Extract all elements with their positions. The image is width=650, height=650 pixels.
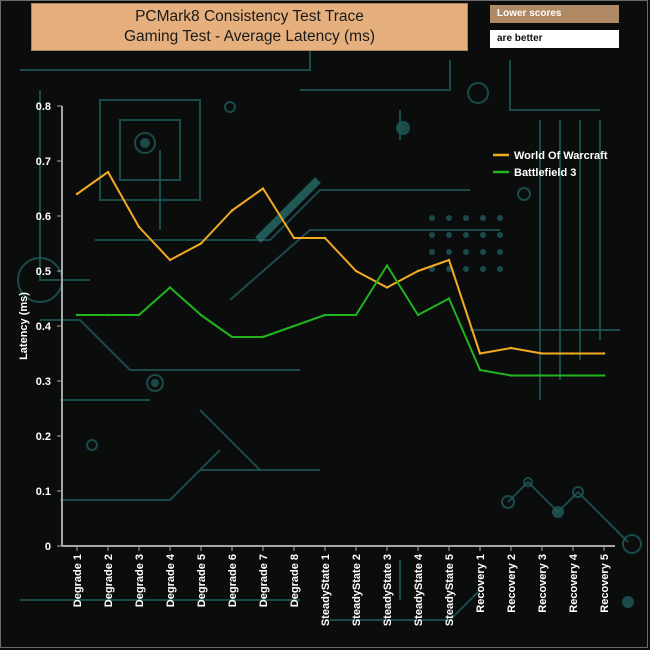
x-tick-label: Recovery 2	[506, 554, 518, 613]
data-point	[106, 170, 110, 174]
legend-entry: Battlefield 3	[514, 167, 576, 179]
data-point	[292, 236, 296, 240]
data-point	[385, 264, 389, 267]
x-tick-label: Degrade 2	[103, 554, 115, 607]
chart-legend: World Of Warcraft Battlefield 3	[493, 150, 608, 179]
series-line-2	[77, 264, 604, 377]
x-tick-label: SteadyState 4	[413, 553, 425, 626]
data-point	[168, 286, 172, 289]
data-point	[106, 313, 110, 317]
chart-title-line-2: Gaming Test - Average Latency (ms)	[124, 28, 375, 45]
data-point	[509, 346, 513, 350]
data-point	[447, 258, 451, 262]
series-line-1	[76, 171, 604, 355]
data-point	[354, 313, 358, 317]
data-point	[385, 286, 389, 289]
data-point	[230, 209, 234, 212]
x-tick-label: SteadyState 5	[444, 554, 456, 626]
x-tick-label: Degrade 8	[289, 554, 301, 607]
data-point	[447, 297, 451, 300]
y-tick-label: 0.3	[36, 376, 51, 388]
y-tick-label: 0.8	[36, 101, 51, 113]
data-point	[478, 368, 482, 372]
y-tick-label: 0.7	[36, 156, 51, 168]
legend-entry: World Of Warcraft	[514, 150, 608, 162]
y-tick-label: 0.6	[36, 211, 51, 223]
data-point	[354, 269, 358, 273]
data-point	[323, 236, 327, 240]
x-tick-label: SteadyState 3	[382, 554, 394, 626]
data-point	[168, 258, 172, 262]
x-tick-label: Recovery 5	[599, 554, 611, 613]
y-tick-label: 0	[45, 541, 51, 553]
data-point	[478, 352, 482, 355]
x-tick-label: Recovery 4	[568, 553, 580, 613]
x-tick-label: Degrade 4	[165, 553, 177, 607]
data-point	[261, 335, 265, 339]
x-tick-label: SteadyState 1	[320, 554, 332, 626]
data-point	[540, 374, 544, 377]
data-point	[540, 352, 544, 355]
chart-title-line-1: PCMark8 Consistency Test Trace	[135, 8, 364, 25]
y-tick-label: 0.5	[36, 266, 51, 278]
data-point	[75, 313, 79, 317]
y-tick-label: 0.2	[36, 431, 51, 443]
data-point	[137, 225, 141, 229]
data-point	[571, 352, 575, 355]
chart-title: PCMark8 Consistency Test Trace Gaming Te…	[31, 3, 468, 51]
data-point	[416, 269, 420, 273]
y-tick-label: 0.4	[36, 321, 52, 333]
data-point	[509, 374, 513, 377]
x-tick-label: Recovery 1	[475, 554, 487, 613]
data-point	[199, 242, 203, 245]
circuit-background	[17, 40, 642, 621]
data-point	[292, 324, 296, 328]
chart-series	[75, 170, 606, 377]
data-point	[323, 313, 327, 317]
data-point	[261, 187, 265, 190]
lower-scores-note: Lower scores	[490, 5, 619, 23]
x-tick-label: Degrade 1	[72, 554, 84, 607]
data-point	[602, 352, 606, 355]
x-tick-label: Degrade 5	[196, 554, 208, 607]
x-tick-label: Degrade 3	[134, 554, 146, 607]
data-point	[75, 192, 79, 196]
data-point	[230, 335, 234, 339]
data-point	[602, 374, 606, 377]
data-point	[137, 313, 141, 317]
x-tick-label: SteadyState 2	[351, 554, 363, 626]
x-tick-label: Recovery 3	[537, 554, 549, 613]
data-point	[571, 374, 575, 377]
data-point	[416, 313, 420, 317]
y-tick-label: 0.1	[36, 486, 51, 498]
chart-axes: 0 0.1 0.2 0.3 0.4 0.5 0.6 0.7 0.8 Degrade 1 Degrad…	[18, 101, 615, 626]
x-tick-label: Degrade 7	[258, 554, 270, 607]
data-point	[199, 313, 203, 317]
are-better-note: are better	[490, 30, 619, 48]
y-axis-label: Latency (ms)	[18, 292, 30, 360]
x-tick-label: Degrade 6	[227, 554, 239, 607]
